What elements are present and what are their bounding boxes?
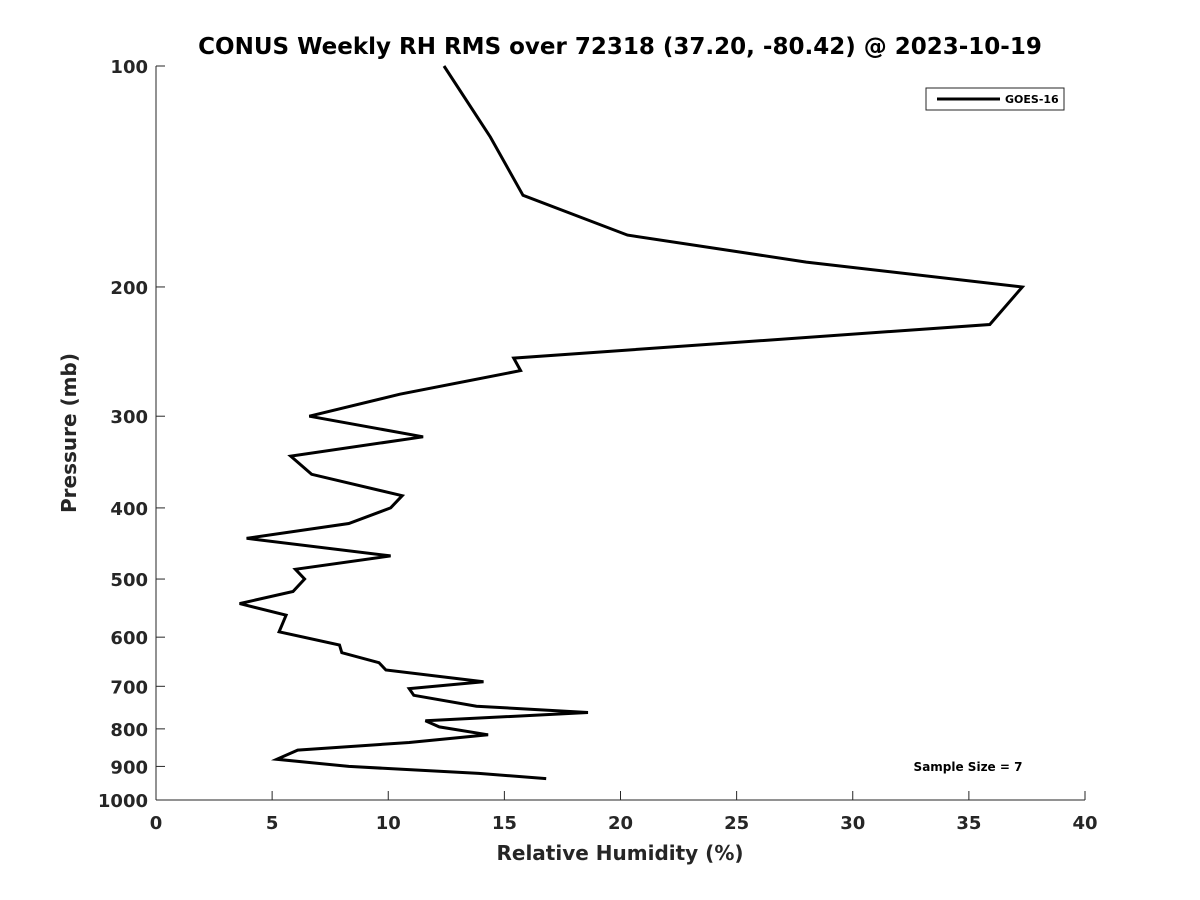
y-axis-ticks: 100 200 300 400 500 600 700 800 900 1000 bbox=[98, 57, 165, 812]
legend: GOES-16 bbox=[925, 87, 1065, 111]
y-tick-label: 800 bbox=[110, 720, 148, 741]
x-tick-label: 0 bbox=[150, 813, 163, 834]
x-tick-label: 10 bbox=[376, 813, 401, 834]
y-axis-label: Pressure (mb) bbox=[57, 353, 81, 513]
x-tick-label: 30 bbox=[840, 813, 865, 834]
y-tick-label: 900 bbox=[110, 757, 148, 778]
legend-label: GOES-16 bbox=[1005, 93, 1059, 106]
plot-area bbox=[156, 66, 1085, 800]
y-tick-label: 700 bbox=[110, 677, 148, 698]
chart-title: CONUS Weekly RH RMS over 72318 (37.20, -… bbox=[198, 34, 1042, 60]
y-tick-label: 500 bbox=[110, 570, 148, 591]
y-tick-label: 200 bbox=[110, 278, 148, 299]
x-tick-label: 20 bbox=[608, 813, 633, 834]
series-lines bbox=[239, 65, 1026, 781]
y-tick-label: 400 bbox=[110, 499, 148, 520]
x-tick-label: 35 bbox=[956, 813, 981, 834]
y-tick-label: 100 bbox=[110, 57, 148, 78]
y-tick-label: 1000 bbox=[98, 791, 148, 812]
x-tick-label: 15 bbox=[492, 813, 517, 834]
x-tick-label: 5 bbox=[266, 813, 279, 834]
series-line-goes-16 bbox=[239, 65, 1026, 781]
sample-size-annotation: Sample Size = 7 bbox=[914, 760, 1023, 774]
x-tick-label: 40 bbox=[1072, 813, 1097, 834]
y-tick-label: 300 bbox=[110, 407, 148, 428]
x-tick-label: 25 bbox=[724, 813, 749, 834]
x-axis-label: Relative Humidity (%) bbox=[496, 841, 743, 865]
x-axis-ticks: 0 5 10 15 20 25 30 35 40 bbox=[150, 791, 1098, 834]
y-tick-label: 600 bbox=[110, 628, 148, 649]
